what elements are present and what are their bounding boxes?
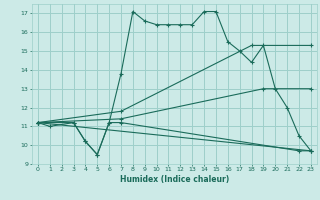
X-axis label: Humidex (Indice chaleur): Humidex (Indice chaleur) — [120, 175, 229, 184]
